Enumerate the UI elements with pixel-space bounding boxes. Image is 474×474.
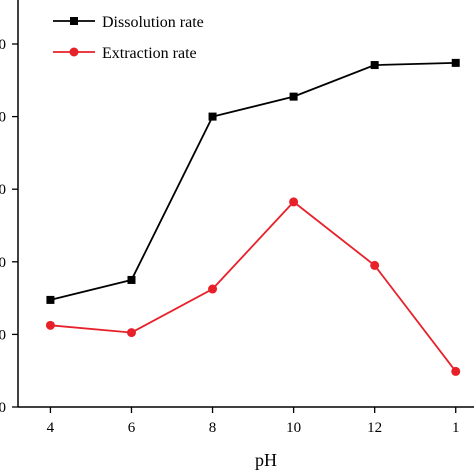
data-point	[451, 58, 460, 67]
x-tick-label: 4	[47, 420, 55, 436]
x-tick-label: 8	[209, 420, 217, 436]
data-point	[208, 112, 217, 121]
data-point	[208, 284, 218, 294]
legend-label: Extraction rate	[102, 45, 197, 62]
data-point	[289, 92, 298, 101]
x-tick-label: 12	[367, 420, 382, 436]
y-tick-label: 80	[0, 110, 6, 126]
axes: 46810121020406080100	[0, 0, 474, 436]
data-point	[46, 295, 55, 304]
y-tick-label: 60	[0, 182, 6, 198]
data-point	[370, 260, 380, 270]
y-tick-label: 40	[0, 255, 6, 271]
x-tick-label: 1	[452, 420, 460, 436]
data-point	[126, 328, 136, 338]
y-tick-label: 100	[0, 37, 6, 53]
x-axis-title: pH	[255, 450, 277, 470]
legend-item-1: Dissolution rate	[53, 14, 204, 31]
series-line	[50, 200, 457, 372]
x-tick-label: 6	[128, 420, 136, 436]
legend-marker	[70, 17, 78, 25]
x-tick-label: 10	[286, 420, 301, 436]
series-line	[50, 61, 456, 301]
y-tick-label: 20	[0, 327, 6, 343]
data-point	[289, 197, 299, 207]
series-1	[46, 58, 460, 304]
series-2	[45, 197, 461, 376]
legend-label: Dissolution rate	[102, 14, 204, 31]
data-point	[45, 320, 55, 330]
data-point	[451, 366, 461, 376]
data-point	[370, 61, 379, 70]
legend: Dissolution rate Extraction rate	[53, 14, 204, 62]
series-layer	[45, 58, 461, 376]
legend-item-2: Extraction rate	[53, 45, 197, 62]
y-tick-label: 0	[0, 400, 6, 416]
data-point	[127, 275, 136, 284]
legend-marker	[69, 47, 79, 57]
